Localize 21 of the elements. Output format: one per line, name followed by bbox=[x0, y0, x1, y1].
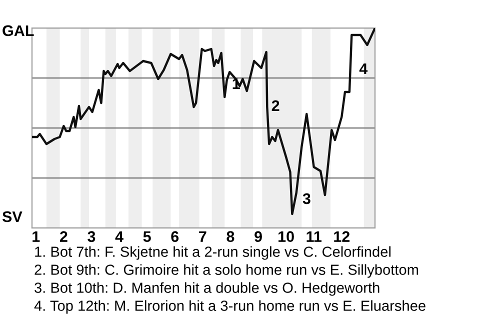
annotation: 3 bbox=[302, 193, 310, 204]
x-tick-label: 12 bbox=[334, 231, 350, 242]
x-tick-label: 8 bbox=[226, 231, 234, 242]
text: 4. Top 12th: M. Elrorion hit a 3-run home run vs E. Eluarshee bbox=[34, 300, 426, 314]
annotation: 4 bbox=[359, 63, 368, 74]
x-tick-label: 5 bbox=[143, 231, 151, 242]
x-tick-label: 4 bbox=[115, 231, 124, 242]
text: 1. Bot 7th: F. Skjetne hit a 2-run single vs C. Celorfindel bbox=[35, 246, 390, 260]
text: 3. Bot 10th: D. Manfen hit a double vs O. Hedgeworth bbox=[34, 282, 380, 296]
annotation: 2 bbox=[272, 100, 280, 111]
x-tick-label: 11 bbox=[306, 231, 322, 242]
x-tick-label: 1 bbox=[32, 231, 40, 242]
x-tick-label: 3 bbox=[88, 231, 96, 242]
text: 2. Bot 9th: C. Grimoire hit a solo home run vs E. Sillybottom bbox=[34, 264, 418, 278]
x-tick-label: 9 bbox=[254, 231, 262, 242]
x-tick-label: 7 bbox=[199, 231, 206, 242]
x-tick-label: 10 bbox=[278, 231, 294, 242]
text: SV bbox=[2, 211, 22, 222]
x-tick-label: 2 bbox=[60, 231, 68, 242]
annotation: GAL bbox=[2, 25, 34, 36]
x-tick-label: 6 bbox=[171, 231, 179, 242]
